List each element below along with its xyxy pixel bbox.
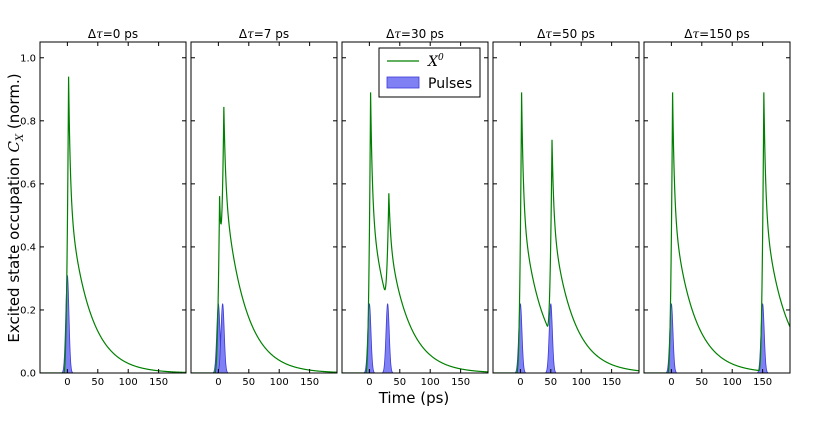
panel-4-pulse-1 xyxy=(755,303,770,373)
ytick-label-4: 0.8 xyxy=(20,116,36,127)
panel-0-title: Δτ=0 ps xyxy=(88,27,138,41)
panel-2-title-tau: τ xyxy=(394,27,401,41)
legend-pulses-swatch xyxy=(386,76,420,89)
panel-3: Δτ=50 ps 0 50 100 150 xyxy=(492,27,640,388)
panel-2-pulse-1 xyxy=(380,303,395,373)
legend-pulses-label: Pulses xyxy=(428,76,472,92)
panel-1-x0-curve xyxy=(191,106,337,373)
panel-0-frame xyxy=(39,41,187,374)
y-axis-label-suffix: (norm.) xyxy=(5,73,23,129)
panel-2-pulse-0 xyxy=(362,303,377,373)
panel-0-xtick-label-3: 150 xyxy=(149,377,168,388)
panel-1-frame xyxy=(190,41,338,374)
panel-3-pulse-1 xyxy=(543,303,559,373)
panel-3-xtick-label-0: 0 xyxy=(517,377,523,388)
y-axis-label-prefix: Excited state occupation xyxy=(5,157,23,342)
panel-1-xtick-label-3: 150 xyxy=(300,377,319,388)
panel-3-title-delta: Δ xyxy=(537,27,546,41)
legend-x0-label-superscript: 0 xyxy=(438,53,444,63)
panel-0: Δτ=0 ps 0 50 100 150 0.0 0.2 0.4 0.6 0.8 1.0 xyxy=(20,27,187,388)
y-axis-label-subscript: X xyxy=(15,133,26,142)
panel-3-title-unit: ps xyxy=(577,27,595,41)
panel-2-xtick-label-0: 0 xyxy=(366,377,372,388)
panel-1-xtick-label-0: 0 xyxy=(215,377,221,388)
panel-4-title-unit: ps xyxy=(732,27,750,41)
ytick-label-3: 0.6 xyxy=(20,179,36,190)
panel-0-title-delta: Δ xyxy=(88,27,97,41)
panel-1-title-unit: ps xyxy=(271,27,289,41)
legend: X0 Pulses xyxy=(378,47,481,98)
panel-1: Δτ=7 ps 0 50 100 150 xyxy=(190,27,338,388)
panel-3-pulse-0 xyxy=(513,303,528,373)
panel-0-xtick-label-2: 100 xyxy=(119,377,138,388)
panel-3-frame xyxy=(492,41,640,374)
panel-4-plot-area xyxy=(644,92,790,373)
legend-x0-label-base: X xyxy=(427,54,439,70)
panel-4-pulse-0 xyxy=(664,303,679,373)
panel-3-xtick-label-2: 100 xyxy=(572,377,591,388)
panel-2-xtick-label-1: 50 xyxy=(393,377,406,388)
panel-3-xtick-label-1: 50 xyxy=(544,377,557,388)
panel-0-x0-curve xyxy=(40,76,186,373)
panel-2-title-delta: Δ xyxy=(386,27,395,41)
y-axis-label: Excited state occupation CX (norm.) xyxy=(5,73,26,342)
ytick-label-2: 0.4 xyxy=(20,242,36,253)
panel-4-xtick-label-2: 100 xyxy=(723,377,742,388)
ytick-label-1: 0.2 xyxy=(20,305,36,316)
ytick-label-0: 0.0 xyxy=(20,369,36,380)
panel-3-title-tau: τ xyxy=(545,27,552,41)
panel-4-title: Δτ=150 ps xyxy=(684,27,750,41)
panel-1-xtick-label-2: 100 xyxy=(270,377,289,388)
panel-4: Δτ=150 ps 0 50 100 150 xyxy=(643,27,791,388)
panel-2-title: Δτ=30 ps xyxy=(386,27,444,41)
panel-0-xtick-label-0: 0 xyxy=(64,377,70,388)
y-axis-label-symbol: C xyxy=(5,140,23,152)
panel-0-xtick-label-1: 50 xyxy=(91,377,104,388)
panel-0-plot-area xyxy=(40,76,186,373)
legend-box xyxy=(378,47,481,98)
panel-1-xtick-label-1: 50 xyxy=(242,377,255,388)
panel-1-title-delta: Δ xyxy=(239,27,248,41)
panel-0-title-value: =0 xyxy=(103,27,121,41)
panel-4-title-value: =150 xyxy=(699,27,732,41)
panel-2-xtick-label-2: 100 xyxy=(421,377,440,388)
panel-1-plot-area xyxy=(191,106,337,373)
panel-3-x0-curve xyxy=(493,92,639,373)
panel-1-title-tau: τ xyxy=(247,27,254,41)
panel-2-plot-area xyxy=(342,92,488,373)
panel-2-xtick-label-3: 150 xyxy=(451,377,470,388)
panel-4-frame xyxy=(643,41,791,374)
panel-2-title-unit: ps xyxy=(426,27,444,41)
panel-2-x0-curve xyxy=(342,92,488,373)
panel-4-title-tau: τ xyxy=(692,27,699,41)
ytick-label-5: 1.0 xyxy=(20,53,36,64)
panel-4-xtick-label-1: 50 xyxy=(695,377,708,388)
panel-0-title-unit: ps xyxy=(120,27,138,41)
panel-4-xtick-label-0: 0 xyxy=(668,377,674,388)
panel-0-pulse-0 xyxy=(60,275,75,373)
panel-1-title-value: =7 xyxy=(254,27,272,41)
panel-2-frame xyxy=(341,41,489,374)
panel-3-title-value: =50 xyxy=(552,27,577,41)
legend-x0-label: X0 xyxy=(427,53,444,70)
panel-4-title-delta: Δ xyxy=(684,27,693,41)
panel-0-title-tau: τ xyxy=(96,27,103,41)
panel-3-title: Δτ=50 ps xyxy=(537,27,595,41)
panel-3-xtick-label-3: 150 xyxy=(602,377,621,388)
panel-4-xtick-label-3: 150 xyxy=(753,377,772,388)
panel-1-title: Δτ=7 ps xyxy=(239,27,289,41)
x-axis-label: Time (ps) xyxy=(378,389,450,407)
panel-3-plot-area xyxy=(493,92,639,373)
panel-2: Δτ=30 ps 0 50 100 150 xyxy=(341,27,489,388)
panel-2-title-value: =30 xyxy=(401,27,426,41)
panel-4-x0-curve xyxy=(644,92,790,373)
